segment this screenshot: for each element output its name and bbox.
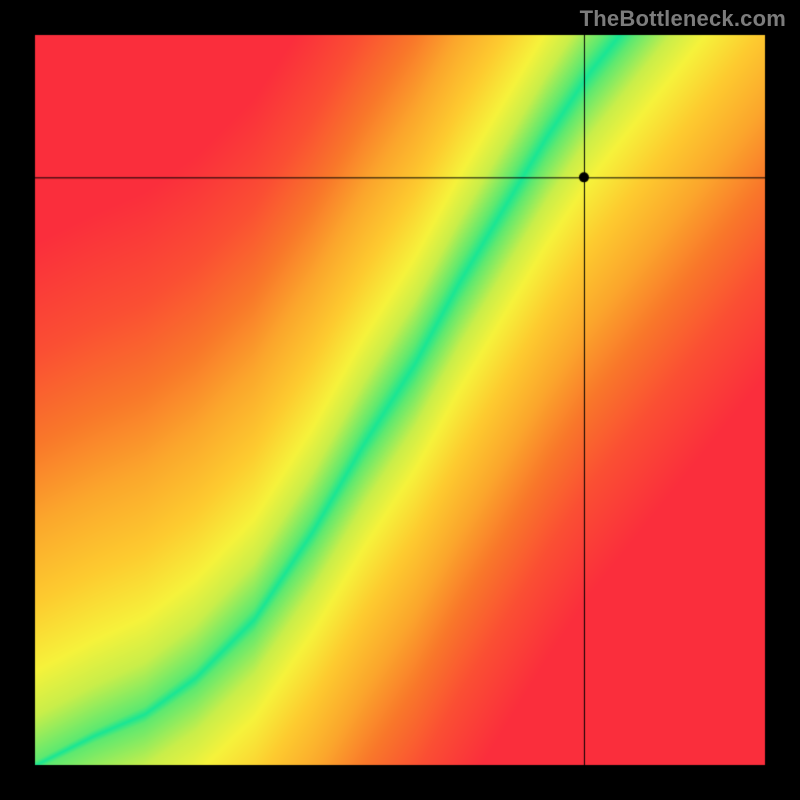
heatmap-canvas (0, 0, 800, 800)
watermark-text: TheBottleneck.com (580, 6, 786, 32)
chart-container: TheBottleneck.com (0, 0, 800, 800)
